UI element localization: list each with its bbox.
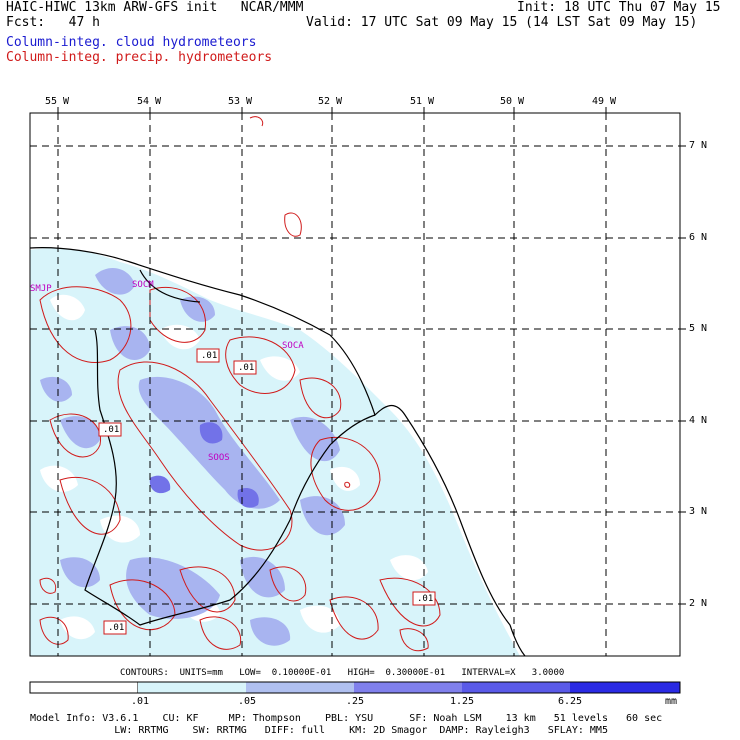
- map-frame: [29, 112, 681, 657]
- lon-label-52w: 52 W: [318, 96, 343, 107]
- colorbar-tick: .25: [346, 696, 365, 707]
- contour-label: .01: [201, 351, 218, 361]
- contour-info: CONTOURS: UNITS=mm LOW= 0.10000E-01 HIGH…: [120, 668, 565, 678]
- init-time: Init: 18 UTC Thu 07 May 15: [517, 0, 721, 15]
- contour-label: .01: [108, 623, 125, 633]
- station-smjp: SMJP: [30, 284, 52, 294]
- field-label-cloud: Column-integ. cloud hydrometeors: [6, 35, 257, 50]
- lon-label-51w: 51 W: [410, 96, 435, 107]
- lon-label-50w: 50 W: [500, 96, 525, 107]
- station-socm: SOCM: [132, 280, 154, 290]
- colorbar-tick: 6.25: [558, 696, 583, 707]
- cloud-shading-dark: [149, 422, 259, 508]
- lat-label-5n: 5 N: [689, 323, 708, 334]
- colorbar: [29, 681, 681, 694]
- precip-contours: [39, 116, 441, 652]
- lon-label-53w: 53 W: [228, 96, 253, 107]
- station-soos: SOOS: [208, 453, 230, 463]
- contour-label: .01: [103, 425, 120, 435]
- contour-label-boxes: [98, 348, 436, 635]
- forecast-hour: Fcst: 47 h: [6, 15, 100, 30]
- lat-lon-grid: [30, 113, 680, 656]
- lat-label-6n: 6 N: [689, 232, 708, 243]
- lat-label-4n: 4 N: [689, 415, 708, 426]
- contour-label: .01: [417, 594, 434, 604]
- contour-label: .01: [238, 363, 255, 373]
- colorbar-tick: .05: [238, 696, 257, 707]
- lat-label-2n: 2 N: [689, 598, 708, 609]
- clear-patches: [40, 294, 428, 640]
- cloud-shading-light: [30, 248, 520, 656]
- colorbar-tick: .01: [131, 696, 150, 707]
- colorbar-tick: 1.25: [450, 696, 475, 707]
- field-label-precip: Column-integ. precip. hydrometeors: [6, 50, 273, 65]
- model-info-line2: LW: RRTMG SW: RRTMG DIFF: full KM: 2D Sm…: [30, 725, 608, 736]
- lon-label-54w: 54 W: [137, 96, 162, 107]
- lon-label-55w: 55 W: [45, 96, 70, 107]
- lat-label-3n: 3 N: [689, 506, 708, 517]
- lat-label-7n: 7 N: [689, 140, 708, 151]
- model-title: HAIC-HIWC 13km ARW-GFS init NCAR/MMM: [6, 0, 304, 15]
- colorbar-unit: mm: [665, 696, 678, 707]
- lon-label-49w: 49 W: [592, 96, 617, 107]
- model-info-line1: Model Info: V3.6.1 CU: KF MP: Thompson P…: [30, 713, 663, 724]
- valid-time: Valid: 17 UTC Sat 09 May 15 (14 LST Sat …: [306, 15, 698, 30]
- axis-ticks: [57, 107, 686, 605]
- station-soca: SOCA: [282, 341, 304, 351]
